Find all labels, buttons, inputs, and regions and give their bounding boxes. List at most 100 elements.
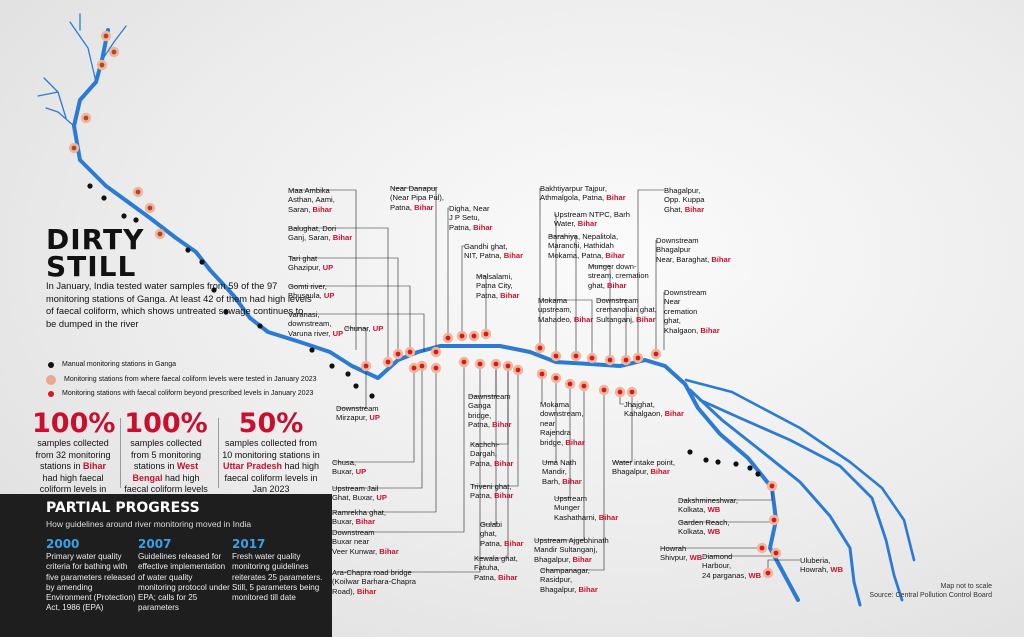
stat-value: 50%: [238, 408, 304, 439]
station-state: Bihar: [636, 314, 656, 324]
leader-line: [542, 394, 605, 571]
station-label: Diamond Harbour, 24 parganas, WB: [702, 552, 761, 580]
station-name-line: 24 parganas,: [702, 570, 747, 580]
manual-station-dot: [755, 471, 761, 477]
divider: [218, 418, 219, 488]
high-coliform-station-dot: [502, 360, 514, 372]
station-name-line: Ganga: [468, 401, 491, 411]
high-coliform-station-dot: [458, 356, 470, 368]
timeline-item: 2000 Primary water quality criteria for …: [46, 537, 138, 614]
manual-station-dot: [121, 213, 127, 219]
station-name-line: Patna,: [470, 458, 492, 468]
stat-state: Bihar: [83, 461, 107, 471]
legend-item-manual: Manual monitoring stations in Ganga: [46, 358, 317, 373]
station-state: Bihar: [356, 586, 377, 596]
high-coliform-station-dot: [416, 360, 428, 372]
station-state: Bihar: [573, 314, 594, 324]
station-name-line: Upstream NTPC, Barh: [554, 210, 630, 219]
high-coliform-station-dot: [490, 358, 502, 370]
high-coliform-station-dot: [614, 386, 626, 398]
station-label: Upstream Jail Ghat, Buxar, UP: [332, 484, 387, 503]
station-name-line: Patna,: [468, 420, 490, 430]
station-state: UP: [322, 263, 334, 273]
station-name-line: Road),: [332, 586, 355, 596]
timeline-year: 2007: [138, 537, 172, 551]
station-name-line: Mokama, Patna,: [548, 250, 604, 260]
station-name-line: Maa Ambika: [288, 186, 330, 195]
leader-line: [461, 245, 464, 332]
high-coliform-station-dot: [430, 362, 442, 374]
station-name-line: Patna,: [449, 222, 471, 232]
manual-station-dot: [87, 183, 93, 189]
station-label: Downstream Mirzapur, UP: [336, 404, 380, 423]
leader-line: [614, 396, 633, 463]
high-coliform-station-dot: [404, 346, 416, 358]
station-name-line: Downstream: [664, 288, 707, 297]
station-name-line: Bhusaula,: [288, 291, 322, 301]
station-state: Bihar: [492, 420, 512, 430]
leader-line: [482, 370, 497, 525]
high-coliform-station-dot: [578, 380, 590, 392]
leader-line: [544, 382, 557, 463]
station-name-line: Sultanganj,: [596, 314, 634, 324]
station-name-line: Asthan, Aami,: [288, 195, 335, 205]
station-label: Triveni ghat, Patna, Bihar: [470, 482, 514, 501]
station-name-line: Near Danapur: [390, 184, 438, 193]
station-name-line: Champanagar,: [540, 566, 590, 575]
station-name-line: Khalgaon,: [664, 325, 699, 335]
high-coliform-station-dot: [550, 372, 562, 384]
high-coliform-station-dot: [536, 368, 548, 380]
leader-line: [290, 189, 357, 350]
station-state: UP: [323, 291, 335, 301]
manual-station-dot: [185, 247, 191, 253]
tested-station-dot: [100, 30, 112, 42]
leader-line: [334, 372, 437, 513]
station-name-line: Dakshmineshwar,: [678, 496, 738, 505]
station-name-line: Near, Baraghat,: [656, 254, 710, 264]
station-name-line: Gomti river,: [288, 282, 327, 291]
timeline-text: Guidelines released for effective implem…: [138, 552, 230, 613]
station-state: WB: [707, 527, 721, 537]
stat-text: had high faecal coliform levels in Jan 2…: [224, 461, 320, 494]
high-coliform-station-dot: [756, 542, 768, 554]
black-dot-icon: [48, 362, 54, 369]
station-name-line: Mokama: [540, 400, 570, 409]
timeline-item: 2007 Guidelines released for effective i…: [138, 537, 230, 614]
station-name-line: Downstream: [656, 236, 699, 245]
station-state: WB: [748, 570, 762, 580]
legend-label: Monitoring stations from where faecal co…: [64, 375, 317, 383]
station-name-line: Near: [664, 297, 681, 307]
station-state: Bihar: [503, 251, 524, 261]
station-label: Downstream Bhagalpur Near, Baraghat, Bihar: [656, 236, 731, 264]
station-name-line: Chunar,: [344, 324, 371, 333]
high-coliform-station-dot: [442, 332, 454, 344]
station-state: Bihar: [598, 512, 619, 522]
station-state: Bihar: [504, 538, 524, 548]
station-state: Bihar: [473, 222, 493, 232]
station-label: Downstream cremanotian ghat, Sultanganj, B…: [596, 296, 657, 324]
station-name-line: Downstream: [596, 296, 639, 305]
tested-station-dot: [96, 59, 108, 71]
station-name-line: Barahiya, Nepalitola,: [548, 232, 619, 241]
station-state: Bihar: [577, 219, 598, 229]
station-name-line: Upstream Jail: [332, 484, 379, 493]
manual-station-dot: [223, 309, 229, 315]
manual-station-dot: [715, 459, 721, 465]
station-label: Dawnstream Ganga bridge, Patna, Bihar: [468, 392, 512, 430]
leader-line: [290, 313, 425, 352]
leader-line: [334, 368, 481, 573]
station-label: Uluberia, Howrah, WB: [800, 556, 843, 575]
station-name-line: Kolkata,: [678, 527, 706, 537]
high-coliform-station-dot: [382, 356, 394, 368]
high-coliform-station-dot: [762, 567, 774, 579]
leader-line: [334, 366, 465, 533]
high-coliform-station-dot: [770, 547, 782, 559]
station-name-line: Buxar near: [332, 537, 370, 547]
station-label: Jhajghat, Kahalgaon, Bihar: [624, 400, 684, 419]
station-label: Downstream Buxar near Veer Kunwar, Bihar: [332, 528, 399, 556]
partial-progress-panel: PARTIAL PROGRESS How guidelines around r…: [0, 494, 332, 637]
station-name-line: Ramrekha ghat,: [332, 508, 387, 517]
station-label: Malsalami, Patna City, Patna, Bihar: [476, 272, 520, 300]
station-label: Upstream Munger Kashatharni, Bihar: [554, 494, 618, 522]
progress-subtitle: How guidelines around river monitoring m…: [46, 519, 252, 529]
